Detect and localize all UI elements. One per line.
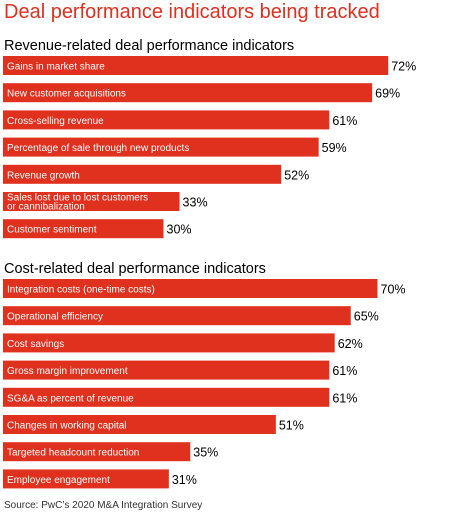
cost-value-label-3: 61% [332, 364, 357, 378]
revenue-value-label-4: 52% [284, 168, 309, 182]
revenue-bar-0 [3, 56, 389, 75]
cost-category-label-3: Gross margin improvement [7, 366, 128, 377]
revenue-category-label-2: Cross-selling revenue [7, 116, 104, 127]
revenue-category-label-3: Percentage of sale through new products [7, 143, 189, 154]
cost-category-label-6: Targeted headcount reduction [7, 448, 139, 459]
cost-bar-3 [3, 360, 330, 380]
source-note: Source: PwC’s 2020 M&A Integration Surve… [4, 500, 203, 511]
revenue-bar-4 [3, 164, 282, 184]
revenue-value-label-0: 72% [391, 60, 416, 74]
cost-bar-2 [3, 333, 335, 353]
cost-value-label-2: 62% [338, 337, 363, 351]
revenue-category-label-4: Revenue growth [7, 170, 80, 181]
cost-section-title: Cost-related deal performance indicators [4, 261, 266, 277]
cost-value-label-6: 35% [193, 446, 218, 460]
cost-bar-0 [3, 279, 378, 298]
revenue-bar-3 [3, 137, 319, 157]
chart-title: Deal performance indicators being tracke… [4, 1, 380, 23]
revenue-category-label-1: New customer acquisitions [7, 89, 126, 100]
revenue-bar-5 [3, 192, 180, 211]
cost-category-label-5: Changes in working capital [7, 421, 127, 432]
cost-bar-4 [3, 387, 330, 407]
revenue-section-title: Revenue-related deal performance indicat… [4, 38, 295, 54]
revenue-bar-6 [3, 219, 164, 239]
cost-value-label-0: 70% [381, 283, 406, 297]
revenue-bar-1 [3, 83, 373, 103]
revenue-category-label-0: Gains in market share [7, 62, 105, 73]
cost-category-label-1: Operational efficiency [7, 312, 103, 323]
cost-value-label-5: 51% [279, 419, 304, 433]
cost-value-label-7: 31% [172, 473, 197, 487]
cost-value-label-4: 61% [332, 391, 357, 405]
revenue-value-label-1: 69% [375, 87, 400, 101]
cost-value-label-1: 65% [354, 310, 379, 324]
revenue-value-label-2: 61% [332, 114, 357, 128]
revenue-category-label-5: Sales lost due to lost customers or canni… [7, 193, 148, 213]
revenue-value-label-6: 30% [167, 223, 192, 237]
cost-bar-6 [3, 442, 191, 462]
cost-bar-1 [3, 306, 351, 326]
cost-category-label-7: Employee engagement [7, 475, 110, 486]
cost-category-label-0: Integration costs (one-time costs) [7, 285, 155, 296]
cost-bar-7 [3, 469, 169, 489]
revenue-category-label-6: Customer sentiment [7, 225, 97, 236]
revenue-value-label-5: 33% [183, 196, 208, 210]
cost-bar-5 [3, 415, 276, 434]
revenue-value-label-3: 59% [322, 141, 347, 155]
revenue-bar-2 [3, 110, 330, 130]
cost-category-label-4: SG&A as percent of revenue [7, 393, 134, 404]
cost-category-label-2: Cost savings [7, 339, 64, 350]
